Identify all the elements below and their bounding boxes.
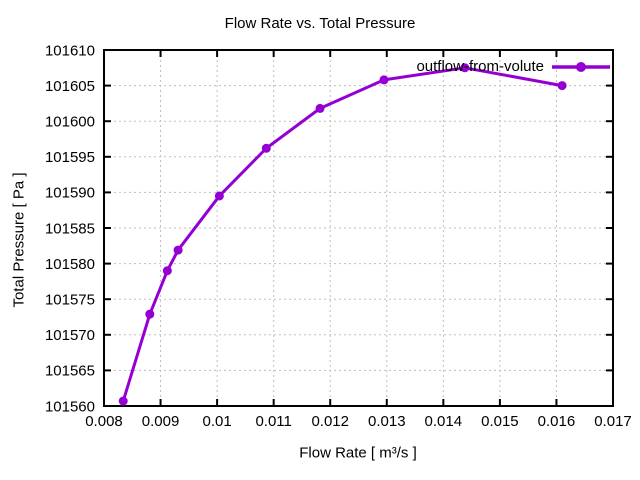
data-point — [460, 63, 470, 73]
data-point — [173, 245, 183, 255]
data-point — [315, 103, 325, 113]
legend-label: outflow-from-volute — [416, 58, 544, 75]
y-tick-label: 101560 — [45, 398, 95, 415]
x-tick-label: 0.014 — [425, 413, 463, 430]
data-point — [118, 396, 128, 406]
y-tick-label: 101590 — [45, 185, 95, 202]
y-tick-label: 101600 — [45, 113, 95, 130]
data-point — [261, 143, 271, 153]
legend-point-icon — [576, 61, 586, 72]
y-tick-label: 101585 — [45, 220, 95, 237]
legend: outflow-from-volute — [416, 58, 610, 75]
x-tick-label: 0.012 — [311, 413, 349, 430]
x-tick-label: 0.01 — [203, 413, 232, 430]
x-tick-label: 0.009 — [142, 413, 180, 430]
data-point — [557, 81, 567, 91]
x-axis-label: Flow Rate [ m³/s ] — [299, 444, 417, 462]
data-point — [162, 266, 172, 276]
y-tick-label: 101605 — [45, 78, 95, 95]
data-point — [214, 191, 224, 201]
x-tick-label: 0.011 — [255, 413, 291, 430]
y-tick-label: 101595 — [45, 149, 95, 166]
x-tick-label: 0.013 — [368, 413, 406, 430]
chart-title: Flow Rate vs. Total Pressure — [224, 15, 416, 32]
y-tick-label: 101580 — [45, 256, 95, 273]
x-tick-label: 0.008 — [85, 413, 123, 430]
data-series-line — [121, 66, 564, 403]
y-tick-label: 101570 — [45, 327, 95, 344]
y-tick-label: 101610 — [45, 42, 95, 59]
legend-line-marker-icon — [552, 61, 610, 72]
data-point — [379, 75, 389, 85]
x-tick-label: 0.015 — [481, 413, 519, 430]
x-tick-label: 0.016 — [538, 413, 576, 430]
x-tick-label: 0.017 — [594, 413, 632, 430]
data-point — [145, 309, 155, 319]
y-tick-label: 101575 — [45, 291, 95, 308]
y-tick-label: 101565 — [45, 363, 95, 380]
